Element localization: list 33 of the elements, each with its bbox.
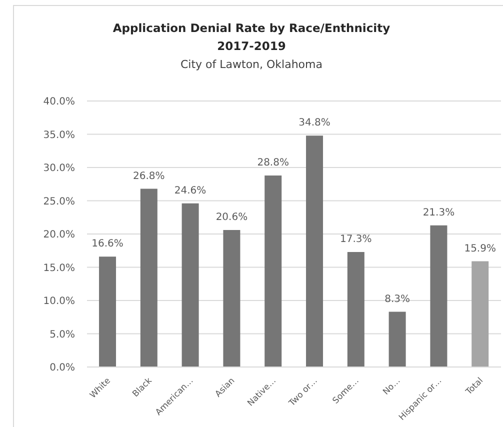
y-tick-label: 10.0%: [43, 296, 75, 308]
x-tick-label: No…: [381, 376, 403, 398]
bar: [182, 203, 199, 367]
bar: [347, 252, 364, 367]
y-tick-label: 40.0%: [43, 96, 75, 108]
data-label: 20.6%: [216, 212, 248, 224]
bar: [430, 225, 448, 367]
bar: [388, 312, 406, 367]
y-tick-label: 35.0%: [43, 130, 75, 141]
x-tick-label: Two or…: [286, 376, 320, 410]
bar: [223, 230, 240, 367]
data-label: 8.3%: [384, 294, 410, 305]
data-label: 28.8%: [257, 157, 289, 168]
bar: [264, 175, 282, 367]
y-tick-label: 20.0%: [43, 230, 75, 241]
bar: [140, 188, 158, 367]
chart-title: Application Denial Rate by Race/Enthnicity 2017-2019: [112, 20, 392, 55]
chart-subtitle: City of Lawton, Oklahoma: [179, 57, 324, 73]
data-label: 16.6%: [92, 238, 124, 250]
bar: [99, 256, 116, 367]
y-tick-label: 0.0%: [50, 362, 75, 374]
data-label: 15.9%: [464, 243, 496, 254]
bar: [472, 261, 489, 367]
data-label: 17.3%: [340, 234, 372, 245]
data-label: 34.8%: [298, 118, 330, 129]
bar: [306, 136, 324, 367]
data-label: 24.6%: [174, 185, 206, 196]
y-tick-label: 5.0%: [50, 329, 75, 340]
data-label: 21.3%: [422, 207, 455, 218]
y-tick-label: 25.0%: [43, 196, 75, 208]
y-tick-label: 15.0%: [43, 262, 75, 274]
data-label: 26.8%: [133, 170, 165, 182]
y-tick-label: 30.0%: [43, 163, 75, 174]
